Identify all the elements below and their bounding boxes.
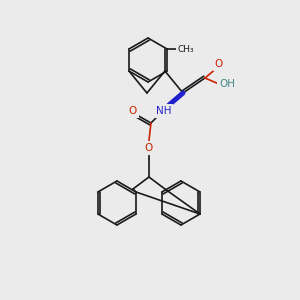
Text: O: O <box>145 143 153 153</box>
Text: O: O <box>215 59 223 69</box>
Text: CH₃: CH₃ <box>178 44 194 53</box>
Text: OH: OH <box>219 79 235 89</box>
Text: O: O <box>129 106 137 116</box>
Text: NH: NH <box>156 106 172 116</box>
